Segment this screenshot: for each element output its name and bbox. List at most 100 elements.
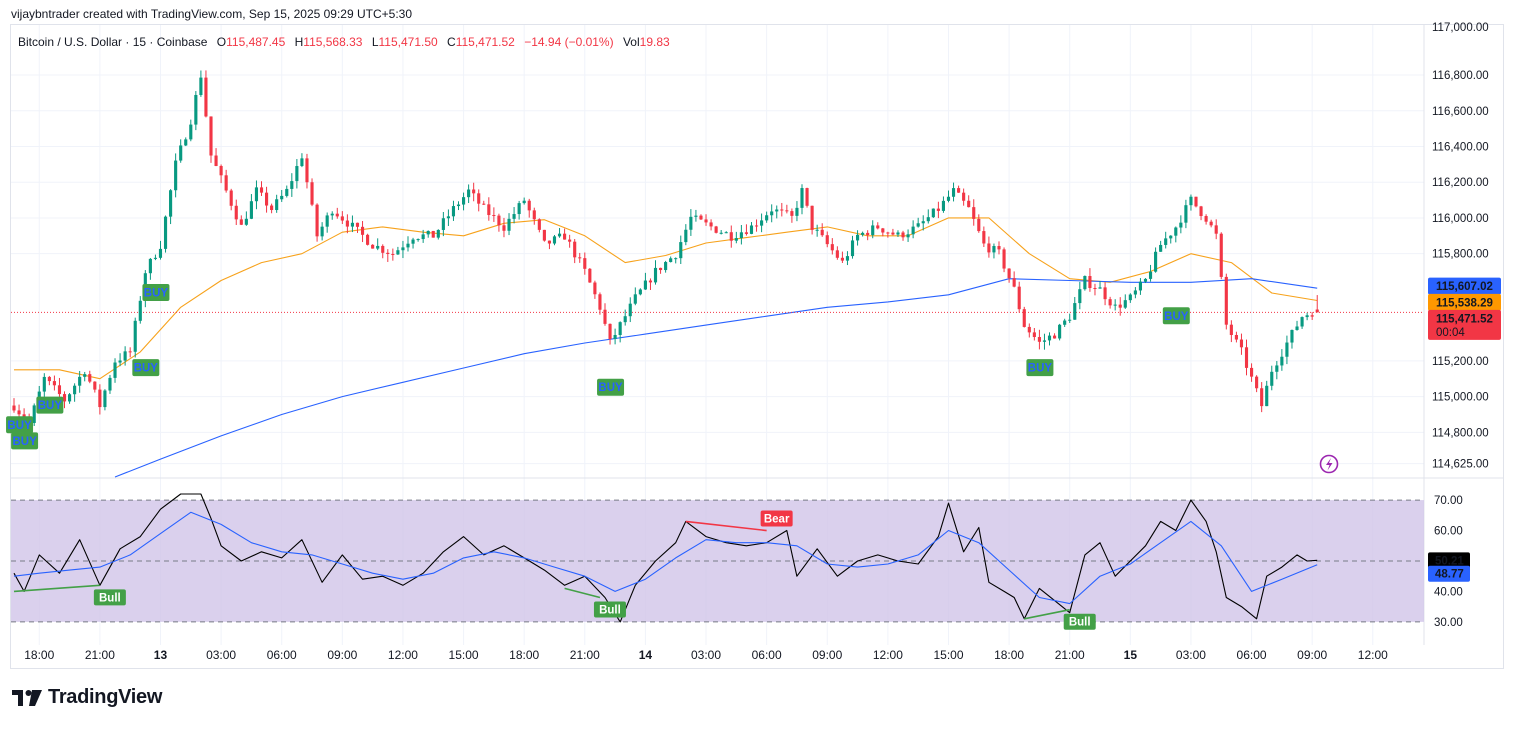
candle-down[interactable]	[57, 385, 62, 395]
candle-up[interactable]	[1305, 315, 1309, 318]
candle-up[interactable]	[42, 376, 46, 392]
candle-up[interactable]	[396, 250, 400, 255]
candle-down[interactable]	[1002, 249, 1006, 269]
candle-down[interactable]	[840, 257, 844, 261]
candle-down[interactable]	[1255, 376, 1259, 389]
candle-up[interactable]	[174, 160, 178, 191]
candle-down[interactable]	[1194, 196, 1198, 207]
candle-up[interactable]	[456, 204, 461, 207]
candle-down[interactable]	[62, 394, 67, 402]
candle-down[interactable]	[962, 192, 966, 201]
candle-down[interactable]	[588, 268, 592, 283]
candle-down[interactable]	[709, 222, 713, 227]
candle-up[interactable]	[1295, 326, 1299, 330]
candle-up[interactable]	[795, 207, 799, 216]
candle-up[interactable]	[249, 201, 253, 219]
candle-down[interactable]	[820, 229, 824, 236]
candle-down[interactable]	[1229, 324, 1233, 335]
candle-up[interactable]	[436, 229, 440, 238]
candle-up[interactable]	[421, 234, 425, 240]
candle-up[interactable]	[522, 200, 526, 204]
candle-up[interactable]	[163, 216, 168, 249]
candle-down[interactable]	[1239, 339, 1244, 348]
candle-down[interactable]	[785, 210, 789, 212]
symbol-title[interactable]: Bitcoin / U.S. Dollar · 15 · Coinbase	[18, 35, 208, 49]
candle-up[interactable]	[1270, 371, 1274, 386]
candle-down[interactable]	[648, 280, 653, 283]
candle-down[interactable]	[229, 190, 233, 206]
candle-up[interactable]	[628, 303, 632, 317]
candle-up[interactable]	[1047, 335, 1052, 341]
candle-up[interactable]	[1154, 251, 1158, 272]
candle-up[interactable]	[325, 215, 329, 227]
candle-down[interactable]	[310, 182, 314, 205]
candle-up[interactable]	[401, 247, 405, 251]
candle-down[interactable]	[568, 239, 572, 242]
candle-down[interactable]	[1108, 299, 1112, 306]
candle-down[interactable]	[603, 309, 607, 324]
candle-up[interactable]	[1113, 304, 1117, 306]
candle-down[interactable]	[704, 219, 708, 223]
candle-up[interactable]	[1042, 340, 1047, 342]
candle-down[interactable]	[583, 258, 587, 269]
candle-down[interactable]	[573, 241, 577, 258]
candle-up[interactable]	[148, 258, 152, 274]
candle-up[interactable]	[244, 218, 248, 225]
candle-down[interactable]	[1244, 347, 1249, 368]
candle-up[interactable]	[290, 181, 294, 189]
candle-up[interactable]	[1058, 324, 1062, 339]
candle-up[interactable]	[623, 316, 627, 323]
candle-up[interactable]	[330, 213, 334, 216]
candle-up[interactable]	[83, 374, 87, 377]
candle-down[interactable]	[1224, 276, 1228, 325]
candle-down[interactable]	[997, 246, 1001, 250]
candle-up[interactable]	[1073, 303, 1077, 320]
candle-up[interactable]	[1063, 320, 1067, 325]
candle-up[interactable]	[1083, 276, 1087, 290]
candle-down[interactable]	[270, 205, 274, 211]
candle-up[interactable]	[916, 223, 920, 227]
candle-down[interactable]	[264, 192, 269, 206]
candle-up[interactable]	[765, 215, 769, 221]
candle-down[interactable]	[1209, 221, 1213, 226]
candle-up[interactable]	[1275, 365, 1279, 372]
candle-up[interactable]	[1169, 235, 1173, 239]
candle-up[interactable]	[1098, 287, 1102, 289]
candle-up[interactable]	[1123, 300, 1127, 308]
candle-down[interactable]	[381, 245, 385, 253]
candle-up[interactable]	[734, 238, 738, 241]
candle-up[interactable]	[376, 245, 380, 249]
candle-up[interactable]	[138, 300, 142, 321]
candle-up[interactable]	[1300, 317, 1304, 327]
candle-up[interactable]	[871, 225, 875, 236]
candle-down[interactable]	[1093, 287, 1097, 289]
candle-down[interactable]	[1199, 206, 1203, 217]
candle-up[interactable]	[275, 199, 279, 211]
candle-up[interactable]	[664, 262, 668, 271]
candle-up[interactable]	[1078, 289, 1082, 304]
candle-down[interactable]	[355, 222, 360, 227]
candle-down[interactable]	[93, 381, 97, 390]
candle-down[interactable]	[754, 225, 759, 227]
candle-up[interactable]	[770, 211, 774, 216]
candle-down[interactable]	[1052, 335, 1057, 339]
candle-down[interactable]	[537, 219, 541, 230]
candle-up[interactable]	[184, 139, 188, 146]
candle-down[interactable]	[497, 215, 501, 226]
candle-up[interactable]	[133, 320, 137, 352]
candle-up[interactable]	[674, 258, 678, 260]
candle-up[interactable]	[118, 360, 122, 363]
candle-up[interactable]	[517, 203, 521, 215]
candle-up[interactable]	[1138, 281, 1143, 291]
candle-up[interactable]	[850, 240, 855, 257]
candle-down[interactable]	[487, 204, 491, 216]
candle-up[interactable]	[724, 232, 728, 234]
candle-up[interactable]	[719, 232, 723, 234]
candle-down[interactable]	[1214, 225, 1218, 234]
candle-down[interactable]	[366, 234, 370, 245]
candle-up[interactable]	[158, 248, 163, 258]
candle-down[interactable]	[371, 244, 375, 249]
candle-down[interactable]	[830, 244, 834, 251]
candle-up[interactable]	[1265, 385, 1269, 407]
candle-down[interactable]	[1007, 268, 1011, 279]
